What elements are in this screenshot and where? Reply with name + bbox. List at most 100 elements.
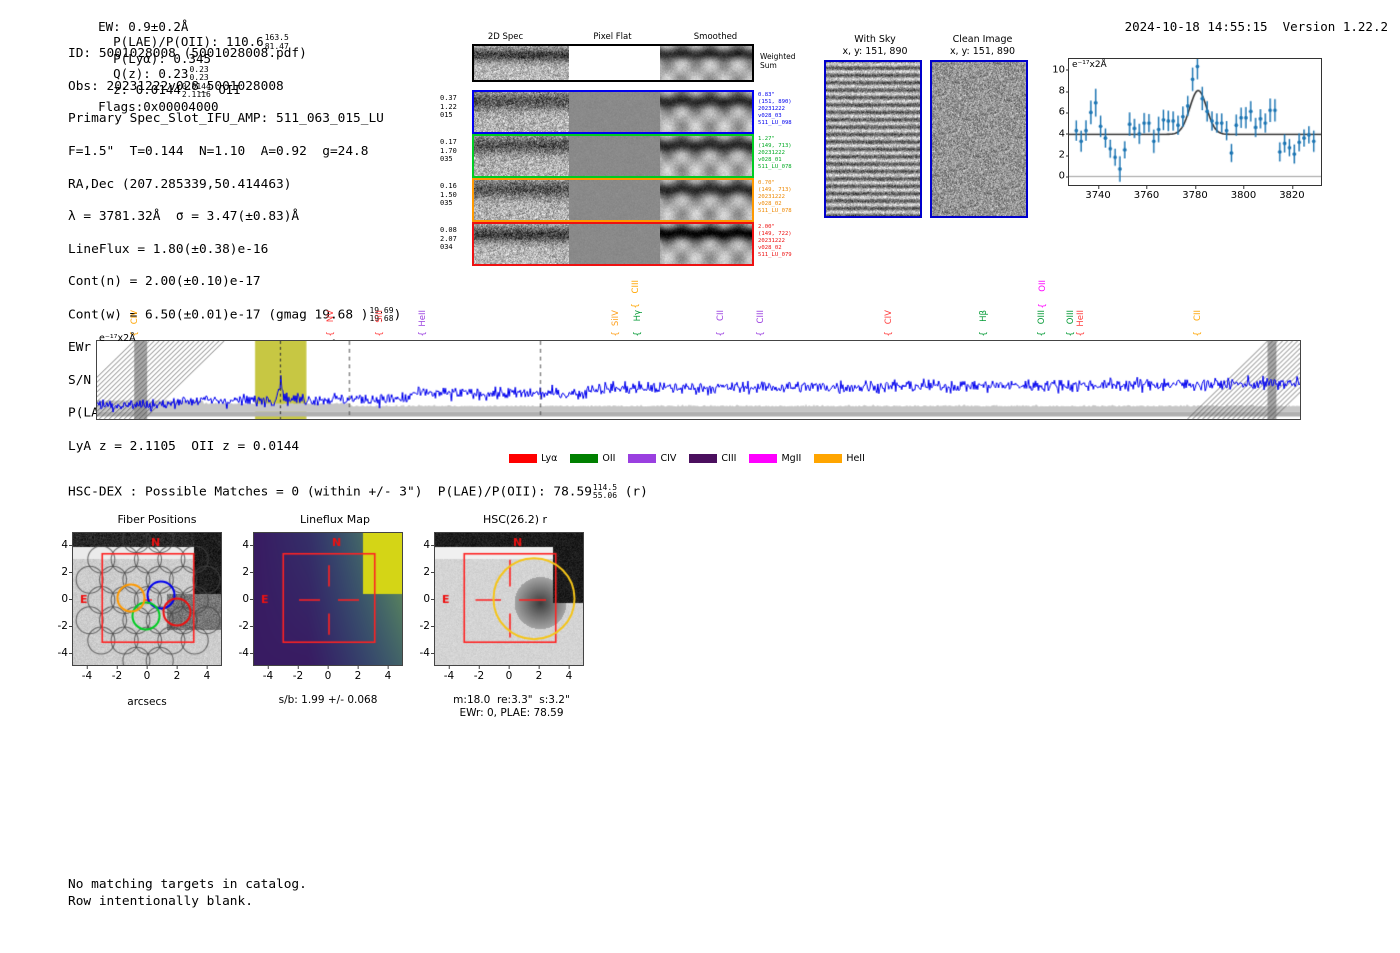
spec2d-row-fiber-3 — [472, 178, 754, 222]
thumb-panel-hsc-r[interactable]: -4 -4 -2 -2 0 0 2 2 4 4 — [420, 532, 584, 682]
header-z-label: z: — [98, 82, 136, 98]
legend-swatch — [570, 454, 599, 463]
spectrum-line-label: CIV — [884, 310, 895, 325]
thumb-xtick: 4 — [565, 666, 573, 682]
header-qz-value: 0.23 — [158, 65, 189, 81]
spectrum-line-brace: { — [1036, 331, 1047, 337]
spectrum-line-brace: { — [716, 331, 727, 337]
spectrum-line-brace: { — [1193, 331, 1204, 337]
spec2d-row-fiber-1 — [472, 90, 754, 134]
legend-label: OII — [602, 453, 616, 464]
header-z-value: 0.0144 — [135, 82, 181, 98]
legend-swatch — [749, 454, 778, 463]
thumb-ytick: 0 — [242, 593, 253, 605]
info-cont-n: Cont(n) = 2.00(±0.10)e-17 — [68, 274, 261, 290]
spec2d-sum-smoothed — [660, 46, 752, 80]
thumb-xtick: 2 — [354, 666, 362, 682]
spectrum-line-brace: { — [631, 303, 642, 309]
spec2d-right-label-3: 0.70" (149, 713) 20231222 v028_02 511_LU… — [758, 180, 792, 214]
full-spectrum-legend: Lyα OII CIV CIII MgII HeII — [68, 453, 1306, 464]
line-plot-ytick: 8 — [1058, 85, 1070, 97]
thumb-panel-lineflux-map[interactable]: -4 -4 -2 -2 0 0 2 2 4 4 — [239, 532, 403, 682]
thumb-ytick: 4 — [423, 539, 434, 552]
thumb-ytick: 2 — [61, 566, 72, 579]
hscdex-plae-errors: 114.5 55.06 — [592, 483, 618, 501]
thumb-xtick: 0 — [324, 666, 332, 682]
hscdex-header: HSC-DEX : Possible Matches = 0 (within +… — [68, 483, 648, 501]
thumb-ytick: 2 — [242, 566, 253, 579]
lineflux-map-caption: s/b: 1.99 +/- 0.068 — [278, 694, 378, 706]
hscdex-prefix: HSC-DEX : Possible Matches = 0 (within +… — [68, 484, 554, 500]
info-wavelength-sigma: λ = 3781.32Å σ = 3.47(±0.83)Å — [68, 209, 300, 225]
thumb-xtick: 2 — [173, 666, 181, 682]
line-plot-ytick: 6 — [1058, 106, 1070, 118]
thumb-ytick: 0 — [423, 593, 434, 605]
legend-label: MgII — [781, 453, 802, 464]
spec2d-col-title-smoothed: Smoothed — [693, 32, 738, 42]
thumb-xtick: -4 — [443, 666, 455, 682]
header-z-suffix: OII — [210, 82, 241, 98]
thumb-ytick: -2 — [419, 619, 435, 632]
thumb-ytick: -2 — [238, 619, 254, 632]
legend-item: MgII — [749, 453, 801, 464]
spec2d-left-label-2: 0.17 1.70 035 — [440, 138, 457, 163]
cutout-title-with-sky: With Sky x, y: 151, 890 — [842, 34, 908, 57]
legend-swatch — [628, 454, 657, 463]
spectrum-line-label: Hγ — [633, 310, 644, 322]
hsc-r-caption: m:18.0 re:3.3" s:3.2" EWr: 0, PLAE: 78.5… — [453, 694, 570, 719]
legend-item: CIII — [689, 453, 736, 464]
spectrum-line-brace: { — [375, 331, 386, 337]
legend-swatch — [814, 454, 843, 463]
info-cont-w: Cont(w) = 6.50(±0.01)e-17 (gmag 19.68 ) 1… — [68, 306, 402, 324]
weighted-sum-label: Weighted Sum — [760, 52, 796, 70]
thumb-xtick: -2 — [292, 666, 304, 682]
spec2d-right-label-2: 1.27" (149, 713) 20231222 v028_01 511_LU… — [758, 136, 792, 170]
timestamp-text: 2024-10-18 14:55:15 — [1124, 19, 1268, 34]
spectrum-line-brace: { — [418, 331, 429, 337]
thumb-title-fiber-positions: Fiber Positions — [117, 513, 197, 526]
header-qz-label: Q(z): — [98, 65, 159, 81]
spectrum-line-label: Hβ — [978, 310, 989, 322]
info-primary-spec: Primary Spec_Slot_IFU_AMP: 511_063_015_L… — [68, 111, 384, 127]
header-plae-label: P(LAE)/P(OII): — [98, 34, 227, 49]
spec2d-right-label-1: 0.83" (151, 890) 20231222 v028_03 511_LU… — [758, 92, 792, 126]
line-plot-xtick: 3760 — [1133, 186, 1160, 201]
spectrum-line-brace: { — [884, 331, 895, 337]
fiber-positions-xlabel: arcsecs — [127, 696, 167, 708]
spectrum-line-brace: { — [610, 331, 621, 337]
spec2d-col-title-2dspec: 2D Spec — [487, 32, 524, 42]
legend-swatch — [689, 454, 718, 463]
legend-item: OII — [570, 453, 615, 464]
legend-label: Lyα — [541, 453, 558, 464]
header-plya-value: 0.345 — [173, 50, 212, 66]
thumb-xtick: 0 — [143, 666, 151, 682]
legend-label: HeII — [846, 453, 865, 464]
spec2d-left-label-1: 0.37 1.22 015 — [440, 94, 457, 119]
header-plya-label: P(Lyα): — [98, 50, 174, 66]
thumb-xtick: -4 — [262, 666, 274, 682]
header-plae-errors: 163.5 81.47 — [264, 33, 289, 51]
spec2d-row-fiber-4 — [472, 222, 754, 266]
thumb-xtick: -2 — [473, 666, 485, 682]
spectrum-line-label: CII — [716, 310, 727, 321]
line-plot-xtick: 3820 — [1279, 186, 1305, 201]
spectrum-line-label: OII — [1038, 280, 1049, 292]
header-ew-label: EW: — [98, 19, 129, 34]
thumb-xtick: 4 — [203, 666, 211, 682]
spec2d-col-title-pixelflat: Pixel Flat — [593, 32, 632, 42]
spec2d-row-weighted-sum — [472, 44, 754, 82]
legend-item: HeII — [814, 453, 865, 464]
spec2d-sum-pixelflat — [568, 46, 661, 80]
thumb-panel-fiber-positions[interactable]: -4 -4 -2 -2 0 0 2 2 4 4 — [58, 532, 222, 682]
thumb-xtick: 4 — [384, 666, 392, 682]
line-plot-ytick: 0 — [1058, 170, 1070, 182]
line-plot-ytick: 10 — [1052, 64, 1069, 76]
thumb-ytick: 2 — [423, 566, 434, 579]
legend-swatch — [509, 454, 538, 463]
spectrum-line-brace: { — [756, 331, 767, 337]
spec2d-row-fiber-2 — [472, 134, 754, 178]
info-gmag-errors: 19.69 19.68 — [369, 306, 394, 324]
thumb-ytick: 0 — [61, 593, 72, 605]
